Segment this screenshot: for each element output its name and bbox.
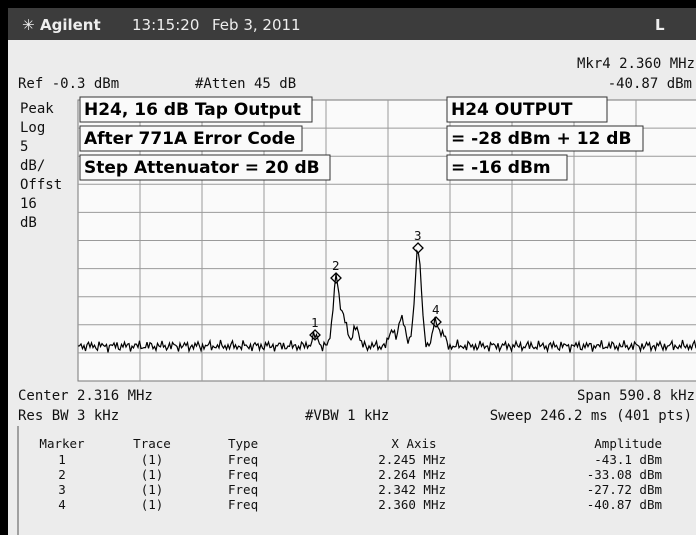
mode: L xyxy=(655,16,665,34)
table-cell: Freq xyxy=(228,497,258,512)
annotation-box xyxy=(446,125,644,152)
annotation: After 771A Error Code xyxy=(84,129,295,149)
table-cell: 2 xyxy=(58,467,66,482)
marker-label: 2 xyxy=(332,258,340,273)
table-header: Trace xyxy=(133,436,171,451)
annotation: Step Attenuator = 20 dB xyxy=(84,158,320,178)
side-label: 16 xyxy=(20,196,37,212)
time: 13:15:20 xyxy=(132,16,199,34)
table-cell: (1) xyxy=(141,482,164,497)
table-cell: Freq xyxy=(228,482,258,497)
table-cell: -33.08 dBm xyxy=(587,467,662,482)
table-cell: -27.72 dBm xyxy=(587,482,662,497)
attenuation: #Atten 45 dB xyxy=(195,76,296,92)
table-cell: (1) xyxy=(141,467,164,482)
table-cell: (1) xyxy=(141,497,164,512)
table-cell: Freq xyxy=(228,467,258,482)
vbw: #VBW 1 kHz xyxy=(305,408,389,424)
ref-level: Ref -0.3 dBm xyxy=(18,76,119,92)
res-bw: Res BW 3 kHz xyxy=(18,408,119,424)
table-cell: 3 xyxy=(58,482,66,497)
annotation: H24 OUTPUT xyxy=(451,100,573,120)
annotation: = -28 dBm + 12 dB xyxy=(451,129,631,149)
date: Feb 3, 2011 xyxy=(212,16,301,34)
table-cell: -40.87 dBm xyxy=(587,497,662,512)
marker-label: 3 xyxy=(414,228,422,243)
annotation-box xyxy=(446,96,608,123)
markers: 1 2 3 4 xyxy=(309,228,442,341)
brand: Agilent xyxy=(40,16,101,34)
header-bar xyxy=(8,8,696,40)
table-cell: 4 xyxy=(58,497,66,512)
side-label: Peak xyxy=(20,101,54,117)
marker-readout: Mkr4 2.360 MHz xyxy=(577,56,695,72)
table-cell: Freq xyxy=(228,452,258,467)
marker-table: Marker Trace Type X Axis Amplitude 1 (1) Freq 2.… xyxy=(39,436,662,512)
table-cell: 2.360 MHz xyxy=(378,497,446,512)
annotation-box xyxy=(79,154,331,181)
annotations: H24, 16 dB Tap Output After 771A Error Co… xyxy=(79,96,644,181)
side-label: 5 xyxy=(20,139,28,155)
table-header: Amplitude xyxy=(594,436,662,451)
side-label: dB/ xyxy=(20,158,45,174)
annotation: H24, 16 dB Tap Output xyxy=(84,100,301,120)
side-label: dB xyxy=(20,215,37,231)
sweep: Sweep 246.2 ms (401 pts) xyxy=(490,408,692,424)
table-cell: 2.342 MHz xyxy=(378,482,446,497)
logo: ✳ xyxy=(22,16,35,34)
side-label: Log xyxy=(20,120,45,136)
marker-diamond xyxy=(309,329,321,341)
marker-diamond xyxy=(330,272,342,284)
table-cell: 2.245 MHz xyxy=(378,452,446,467)
annotation-box xyxy=(79,96,313,123)
table-cell: -43.1 dBm xyxy=(594,452,662,467)
table-header: X Axis xyxy=(391,436,436,451)
table-header: Type xyxy=(228,436,258,451)
center-freq: Center 2.316 MHz xyxy=(18,388,153,404)
annotation-box xyxy=(79,125,303,152)
marker-label: 4 xyxy=(432,302,440,317)
marker-diamond xyxy=(430,316,442,328)
side-label: Offst xyxy=(20,177,62,193)
marker-amplitude: -40.87 dBm xyxy=(608,76,692,92)
table-cell: 2.264 MHz xyxy=(378,467,446,482)
table-cell: 1 xyxy=(58,452,66,467)
table-cell: (1) xyxy=(141,452,164,467)
span: Span 590.8 kHz xyxy=(577,388,695,404)
marker-diamond xyxy=(412,242,424,254)
annotation: = -16 dBm xyxy=(451,158,551,178)
annotation-box xyxy=(446,154,568,181)
table-header: Marker xyxy=(39,436,85,451)
trace xyxy=(77,249,696,354)
marker-label: 1 xyxy=(311,315,319,330)
